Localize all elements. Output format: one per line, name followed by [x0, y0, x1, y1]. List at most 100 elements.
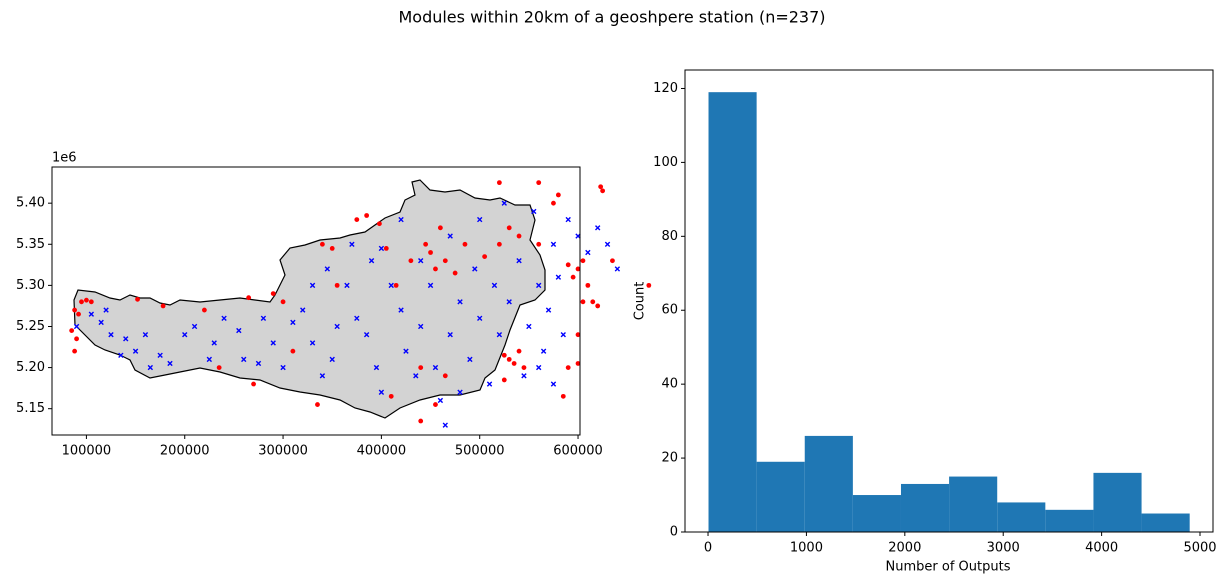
scatter-point: [69, 328, 75, 333]
scatter-point: [334, 282, 340, 288]
scatter-point: [309, 340, 316, 346]
scatter-point: [585, 249, 591, 256]
scatter-point: [506, 225, 512, 231]
bar: [1093, 472, 1142, 532]
scatter-point: [540, 348, 547, 354]
scatter-point: [526, 323, 532, 330]
bar: [1141, 513, 1190, 532]
y-tick-label: 5.40: [16, 196, 45, 211]
scatter-point: [354, 315, 360, 321]
bar: [949, 476, 998, 532]
scatter-point: [496, 332, 503, 338]
x-tick-label: 400000: [357, 444, 407, 459]
scatter-point: [610, 258, 615, 264]
scatter-point: [452, 270, 458, 276]
scatter-point: [88, 311, 95, 317]
scatter-point: [378, 245, 385, 252]
scatter-point: [491, 282, 498, 289]
scatter-point: [123, 336, 129, 342]
scatter-point: [202, 307, 207, 313]
scatter-point: [349, 241, 355, 247]
y-tick-label: 120: [653, 81, 678, 96]
scatter-point: [536, 282, 542, 289]
scatter-point: [501, 377, 507, 383]
scatter-point: [388, 282, 394, 289]
scatter-point: [418, 365, 424, 370]
y-tick-label: 5.30: [16, 278, 45, 293]
scatter-point: [74, 336, 79, 342]
scatter-point: [585, 282, 591, 288]
scatter-point: [433, 402, 438, 407]
scatter-point: [167, 360, 173, 367]
scatter-point: [319, 373, 326, 379]
scatter-point: [423, 241, 429, 247]
scatter-point: [300, 307, 306, 313]
scatter-point: [398, 216, 404, 223]
bar: [756, 461, 805, 532]
scatter-point: [501, 352, 507, 358]
x-tick-label: 4000: [1085, 541, 1118, 556]
scatter-point: [418, 418, 424, 424]
scatter-point: [315, 402, 320, 407]
scatter-point: [551, 200, 556, 206]
scatter-point: [147, 364, 154, 371]
scatter-point: [595, 225, 601, 231]
y-tick-label: 80: [661, 229, 678, 244]
scatter-point: [309, 282, 316, 289]
x-tick-label: 500000: [455, 444, 505, 459]
scatter-point: [555, 192, 561, 198]
scatter-point: [108, 332, 114, 338]
x-tick-label: 100000: [62, 444, 112, 459]
scatter-point: [614, 266, 621, 272]
scatter-point: [590, 299, 596, 305]
y-tick-label: 5.20: [16, 360, 45, 375]
scatter-point: [531, 208, 537, 215]
scatter-point: [560, 332, 566, 338]
scatter-point: [506, 299, 512, 305]
scatter-point: [88, 299, 94, 305]
scatter-point: [363, 332, 370, 338]
scatter-point: [398, 307, 404, 313]
scatter-point: [413, 373, 419, 379]
scatter-point: [442, 422, 448, 428]
y-tick-label: 5.15: [16, 401, 45, 416]
x-axis-label: Number of Outputs: [886, 560, 1011, 575]
scatter-point: [442, 258, 448, 264]
scatter-point: [536, 364, 542, 371]
scatter-point: [157, 352, 163, 358]
scatter-point: [457, 389, 463, 395]
scatter-point: [496, 180, 502, 186]
scatter-point: [580, 258, 586, 264]
scatter-point: [368, 258, 375, 264]
y-tick-label: 40: [661, 377, 678, 392]
scatter-point: [103, 307, 109, 313]
scatter-point: [418, 323, 424, 330]
scatter-point: [516, 258, 522, 264]
x-tick-label: 0: [704, 541, 712, 556]
scatter-point: [467, 356, 473, 363]
scatter-point: [521, 365, 527, 370]
scatter-point: [550, 241, 557, 247]
scatter-point: [142, 332, 149, 338]
x-tick-label: 200000: [160, 444, 210, 459]
scatter-point: [373, 364, 380, 371]
scatter-point: [98, 319, 104, 326]
y-tick-label: 20: [661, 451, 678, 466]
scatter-point: [516, 233, 522, 239]
bar: [852, 495, 901, 532]
scatter-point: [270, 340, 276, 346]
x-tick-label: 5000: [1183, 541, 1216, 556]
scatter-point: [575, 361, 581, 366]
scatter-point: [72, 307, 78, 313]
y-tick-label: 60: [661, 303, 678, 318]
scatter-point: [72, 348, 78, 354]
scatter-point: [457, 299, 463, 305]
scatter-point: [447, 233, 453, 239]
scatter-point: [486, 381, 493, 387]
scatter-point: [132, 348, 139, 354]
scatter-point: [646, 282, 652, 288]
scatter-point: [427, 282, 434, 289]
y-tick-label: 100: [653, 155, 678, 170]
scatter-point: [206, 356, 213, 363]
scatter-point: [595, 303, 601, 309]
